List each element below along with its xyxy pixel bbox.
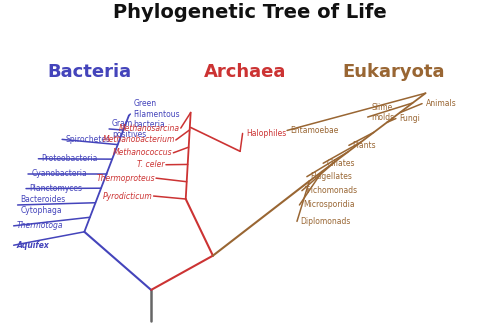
- Title: Phylogenetic Tree of Life: Phylogenetic Tree of Life: [113, 3, 387, 22]
- Text: Plants: Plants: [352, 141, 376, 150]
- Text: Thermotoga: Thermotoga: [16, 221, 63, 230]
- Text: Slime
molds: Slime molds: [371, 103, 394, 122]
- Text: Trichomonads: Trichomonads: [306, 186, 358, 195]
- Text: Diplomonads: Diplomonads: [300, 217, 351, 226]
- Text: Thermoproteus: Thermoproteus: [96, 174, 155, 183]
- Text: Pyrodicticum: Pyrodicticum: [103, 192, 152, 200]
- Text: Bacteroides
Cytophaga: Bacteroides Cytophaga: [20, 195, 66, 215]
- Text: Fungi: Fungi: [400, 114, 420, 123]
- Text: Ciliates: Ciliates: [326, 159, 355, 168]
- Text: Entamoebae: Entamoebae: [290, 126, 339, 135]
- Text: Aquifex: Aquifex: [16, 241, 50, 250]
- Text: Cyanobacteria: Cyanobacteria: [32, 169, 87, 178]
- Text: Microsporidia: Microsporidia: [303, 200, 354, 210]
- Text: Animals: Animals: [426, 99, 456, 108]
- Text: Bacteria: Bacteria: [47, 63, 132, 81]
- Text: Methanococcus: Methanococcus: [112, 148, 172, 157]
- Text: Proteobacteria: Proteobacteria: [42, 154, 98, 163]
- Text: Eukaryota: Eukaryota: [342, 63, 444, 81]
- Text: Planctomyces: Planctomyces: [29, 184, 82, 193]
- Text: Archaea: Archaea: [204, 63, 286, 81]
- Text: Green
Filamentous
bacteria: Green Filamentous bacteria: [134, 99, 180, 129]
- Text: Spirochetes: Spirochetes: [65, 135, 110, 144]
- Text: Methanobacterium: Methanobacterium: [102, 135, 175, 145]
- Text: Gram
positives: Gram positives: [112, 119, 146, 139]
- Text: T. celer: T. celer: [138, 160, 165, 169]
- Text: Methanosarcina: Methanosarcina: [119, 124, 180, 132]
- Text: Flagellates: Flagellates: [310, 172, 352, 181]
- Text: Halophiles: Halophiles: [246, 129, 286, 138]
